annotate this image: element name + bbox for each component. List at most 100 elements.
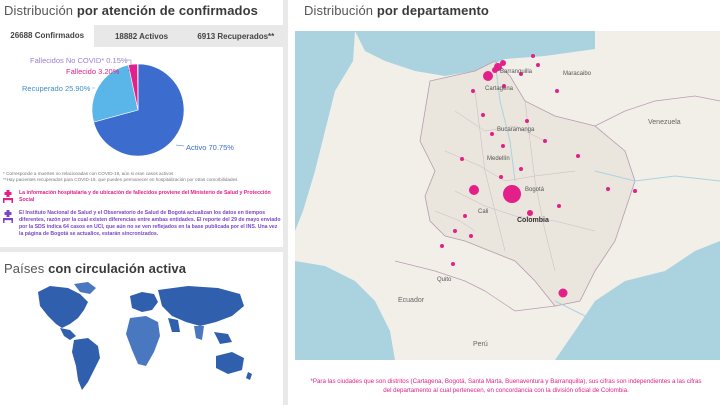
world-map-svg	[38, 282, 252, 390]
info-sync-note: El Instituto Nacional de Salud y el Obse…	[3, 210, 281, 238]
australia-shape	[216, 352, 244, 374]
bubble-casanare[interactable]	[576, 154, 580, 158]
bubble-cucuta[interactable]	[525, 119, 529, 123]
panel-title-bold: por departamento	[376, 3, 489, 18]
bubble-arauca[interactable]	[543, 139, 547, 143]
middle-east-shape	[168, 318, 180, 332]
map-label-barranquilla: Barranquilla	[500, 69, 533, 75]
info-sync-text: El Instituto Nacional de Salud y el Obse…	[19, 210, 281, 237]
venezuela-border	[594, 95, 720, 127]
map-label-bogota: Bogotá	[525, 187, 545, 193]
india-shape	[194, 326, 204, 340]
africa-shape	[126, 316, 160, 366]
bubble-antioquia[interactable]	[490, 132, 494, 136]
map-label-bucaramanga: Bucaramanga	[497, 127, 535, 133]
bubble-guainia[interactable]	[633, 189, 637, 193]
map-label-colombia: Colombia	[517, 217, 549, 224]
pie-svg	[91, 59, 185, 157]
bubble-narino[interactable]	[440, 244, 444, 248]
map-label-maracaibo: Maracaibo	[563, 71, 592, 77]
bubble-sucre[interactable]	[471, 89, 475, 93]
footnote-recovered: **Hay pacientes recuperados para COVID-1…	[3, 177, 238, 182]
leader-line-deceased	[127, 69, 134, 72]
bubble-putumayo[interactable]	[451, 262, 455, 266]
bubble-meta[interactable]	[527, 210, 533, 216]
bubble-bucaramanga[interactable]	[501, 144, 505, 148]
panel-title-bold: con circulación activa	[48, 261, 187, 276]
panel-title: Países con circulación activa	[4, 261, 186, 276]
bubble-cartagena[interactable]	[502, 84, 506, 88]
pie-slice-recovered[interactable]	[91, 64, 139, 123]
department-map[interactable]: Barranquilla Cartagena Maracaibo Medellí…	[295, 31, 720, 360]
bubble-valle[interactable]	[463, 214, 467, 218]
bubble-cauca[interactable]	[453, 229, 457, 233]
southeast-asia-shape	[214, 332, 232, 344]
footnote-noncovid: * Corresponde a muertes no relacionadas …	[3, 171, 174, 176]
bubble-barranquilla[interactable]	[483, 71, 493, 81]
department-borders	[434, 90, 596, 272]
greenland-shape	[74, 282, 96, 294]
pacific-south-shape	[295, 261, 395, 360]
case-bubbles	[440, 54, 637, 298]
info-hospital-text: La información hospitalaria y de ubicaci…	[19, 190, 271, 203]
info-hospital-note: La información hospitalaria y de ubicaci…	[3, 190, 281, 204]
bubble-vichada[interactable]	[606, 187, 610, 191]
pie-label-recovered: Recuperado 25.90%	[22, 84, 91, 93]
bubble-medellin-region[interactable]	[469, 185, 479, 195]
tab-recuperados[interactable]: 6913 Recuperados**	[197, 31, 275, 41]
river-shape	[494, 60, 516, 182]
bubble-guaviare[interactable]	[557, 204, 561, 208]
new-zealand-shape	[246, 372, 252, 380]
peru-border	[484, 290, 556, 312]
panel-title-bold: por atención de confirmados	[76, 3, 258, 18]
asia-shape	[158, 286, 244, 326]
panel-title-light: Distribución	[4, 3, 74, 18]
case-tabs: 26688 Confirmados 18882 Activos 6913 Rec…	[0, 25, 283, 47]
map-label-ecuador: Ecuador	[398, 297, 425, 304]
bubble-atlantico[interactable]	[500, 60, 506, 66]
europe-shape	[130, 292, 158, 312]
tab-activos[interactable]: 18882 Activos	[114, 31, 169, 41]
panel-title: Distribución por departamento	[304, 3, 489, 18]
bubble-north[interactable]	[555, 89, 559, 93]
map-label-peru: Perú	[473, 341, 488, 348]
hospital-bed-icon	[3, 190, 13, 204]
south-america-shape	[72, 338, 100, 390]
map-label-cartagena: Cartagena	[485, 86, 514, 92]
map-label-venezuela: Venezuela	[648, 119, 681, 126]
bubble-magdalena[interactable]	[492, 67, 498, 73]
bubble-guajira[interactable]	[531, 54, 535, 58]
pacific-ocean-shape	[295, 31, 355, 231]
caribbean-sea-shape	[355, 31, 595, 76]
pie-label-deceased: Fallecido 3.20%	[66, 67, 120, 76]
bubble-boyaca[interactable]	[519, 167, 523, 171]
care-pie-chart: Fallecidos No COVID* 0.15% Fallecido 3.2…	[0, 50, 283, 168]
hospital-bed-icon	[3, 210, 13, 238]
bubble-bogota[interactable]	[503, 185, 521, 203]
map-label-medellin: Medellín	[487, 156, 510, 162]
north-america-shape	[38, 286, 88, 328]
bubble-choco[interactable]	[460, 157, 464, 161]
distribution-by-department-panel: Distribución por departamento	[288, 0, 720, 405]
bubble-caldas[interactable]	[499, 175, 503, 179]
pie-label-active: Activo 70.75%	[186, 143, 234, 152]
pie-slice-active[interactable]	[93, 63, 185, 157]
map-label-cali: Cali	[478, 209, 489, 215]
leader-line-active	[175, 144, 185, 147]
tab-confirmados[interactable]: 26688 Confirmados	[0, 25, 95, 47]
bubble-cesar[interactable]	[519, 72, 523, 76]
map-svg	[295, 31, 720, 360]
river-shape	[594, 170, 720, 182]
map-label-quito: Quito	[437, 277, 452, 283]
pie-label-noncovid: Fallecidos No COVID* 0.15%	[30, 56, 128, 65]
world-map[interactable]	[18, 280, 280, 398]
bubble-riohacha[interactable]	[536, 63, 540, 67]
bubble-amazonas[interactable]	[558, 288, 568, 298]
panel-title: Distribución por atención de confirmados	[4, 3, 258, 18]
bubble-cordoba[interactable]	[481, 113, 485, 117]
central-america-shape	[60, 328, 76, 340]
distribution-by-care-panel: Distribución por atención de confirmados…	[0, 0, 283, 247]
panel-title-light: Distribución	[304, 3, 374, 18]
bubble-huila[interactable]	[469, 234, 473, 238]
river-shape	[554, 300, 676, 342]
